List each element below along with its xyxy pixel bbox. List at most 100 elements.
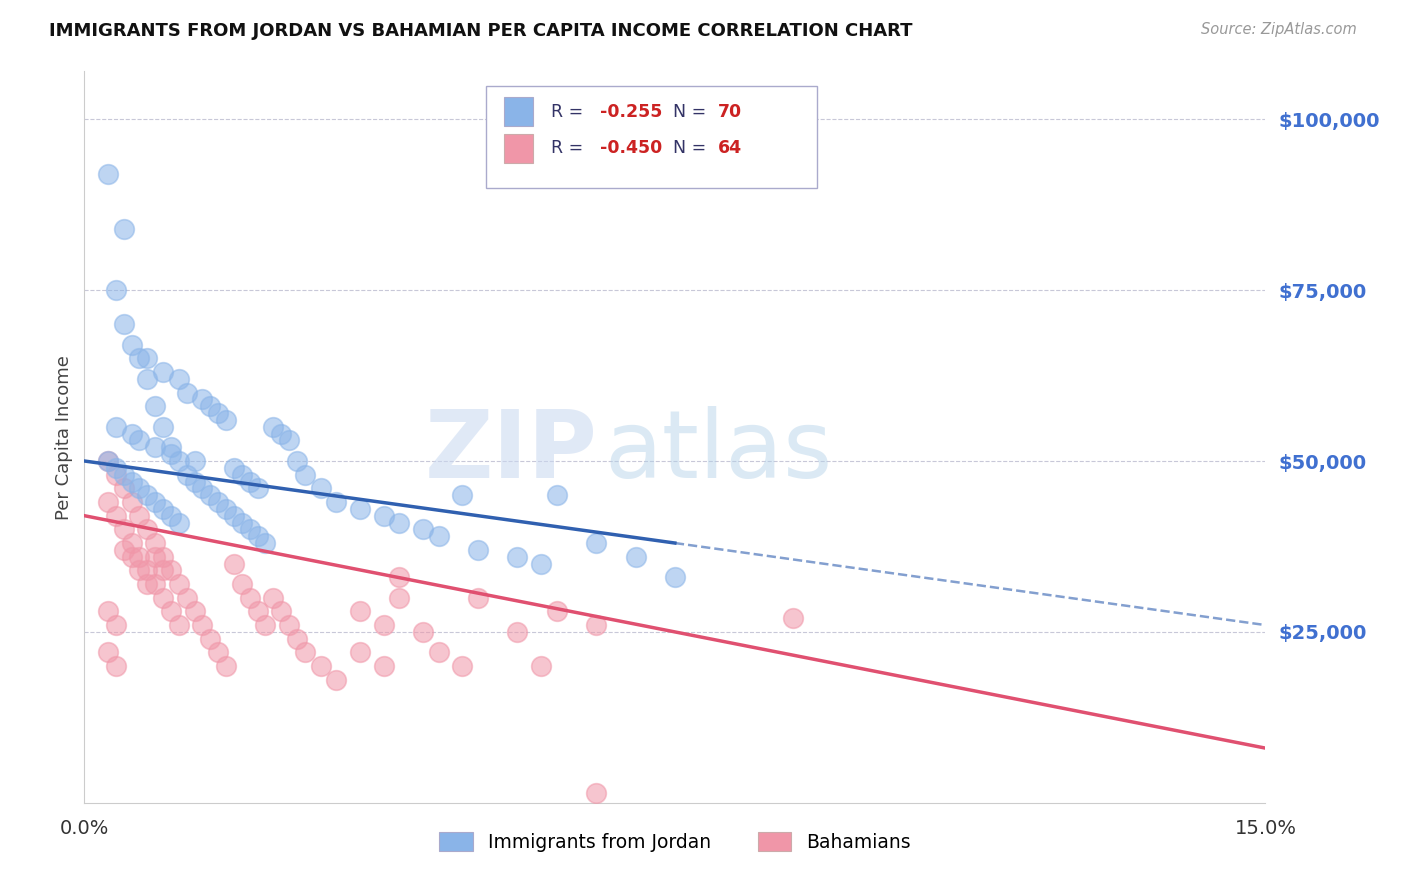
- Point: [246, 529, 269, 543]
- Point: [207, 645, 229, 659]
- Point: [121, 536, 143, 550]
- Point: [285, 632, 308, 646]
- Point: [373, 659, 395, 673]
- Point: [167, 516, 190, 530]
- Point: [585, 618, 607, 632]
- Point: [246, 604, 269, 618]
- Point: [104, 460, 127, 475]
- Point: [467, 591, 489, 605]
- Point: [239, 475, 262, 489]
- Point: [231, 467, 253, 482]
- Point: [167, 618, 190, 632]
- Point: [176, 591, 198, 605]
- Point: [325, 495, 347, 509]
- Point: [200, 400, 222, 414]
- Point: [160, 563, 183, 577]
- Point: [104, 420, 127, 434]
- Point: [121, 549, 143, 564]
- Point: [506, 624, 529, 639]
- Point: [160, 440, 183, 454]
- Point: [136, 351, 159, 366]
- Point: [467, 542, 489, 557]
- Point: [97, 454, 120, 468]
- Point: [104, 467, 127, 482]
- Point: [262, 420, 284, 434]
- Point: [136, 488, 159, 502]
- Point: [546, 604, 568, 618]
- FancyBboxPatch shape: [486, 86, 817, 188]
- Point: [143, 400, 166, 414]
- Point: [128, 481, 150, 495]
- Point: [112, 221, 135, 235]
- Point: [136, 522, 159, 536]
- Point: [373, 508, 395, 523]
- Text: N =: N =: [672, 139, 711, 157]
- Point: [451, 659, 474, 673]
- Point: [121, 475, 143, 489]
- Point: [143, 440, 166, 454]
- Point: [97, 645, 120, 659]
- Point: [152, 365, 174, 379]
- Point: [412, 522, 434, 536]
- Point: [231, 577, 253, 591]
- Point: [200, 632, 222, 646]
- Point: [104, 659, 127, 673]
- Y-axis label: Per Capita Income: Per Capita Income: [55, 355, 73, 519]
- Point: [121, 426, 143, 441]
- Point: [152, 501, 174, 516]
- Point: [160, 508, 183, 523]
- Point: [136, 577, 159, 591]
- Point: [585, 536, 607, 550]
- Point: [309, 481, 332, 495]
- Text: N =: N =: [672, 103, 711, 120]
- Point: [176, 385, 198, 400]
- Point: [530, 557, 553, 571]
- Point: [285, 454, 308, 468]
- Point: [222, 557, 245, 571]
- Text: R =: R =: [551, 103, 589, 120]
- Point: [215, 413, 238, 427]
- Point: [97, 495, 120, 509]
- Text: -0.255: -0.255: [600, 103, 662, 120]
- Point: [104, 618, 127, 632]
- Point: [239, 591, 262, 605]
- Text: ZIP: ZIP: [425, 406, 598, 498]
- Point: [112, 481, 135, 495]
- Point: [624, 549, 647, 564]
- Point: [388, 591, 411, 605]
- Point: [222, 508, 245, 523]
- Text: R =: R =: [551, 139, 589, 157]
- Point: [215, 659, 238, 673]
- Point: [136, 372, 159, 386]
- Point: [167, 372, 190, 386]
- Point: [143, 577, 166, 591]
- Point: [97, 604, 120, 618]
- Point: [451, 488, 474, 502]
- Text: atlas: atlas: [605, 406, 832, 498]
- Point: [262, 591, 284, 605]
- Legend: Immigrants from Jordan, Bahamians: Immigrants from Jordan, Bahamians: [432, 824, 918, 859]
- Text: 64: 64: [717, 139, 741, 157]
- Point: [112, 467, 135, 482]
- Point: [143, 549, 166, 564]
- Point: [128, 563, 150, 577]
- Point: [167, 454, 190, 468]
- Point: [152, 591, 174, 605]
- Point: [136, 563, 159, 577]
- Point: [97, 167, 120, 181]
- Point: [427, 529, 450, 543]
- Point: [152, 420, 174, 434]
- Point: [427, 645, 450, 659]
- Text: 70: 70: [717, 103, 741, 120]
- Point: [782, 611, 804, 625]
- Point: [278, 618, 301, 632]
- Point: [349, 645, 371, 659]
- Text: Source: ZipAtlas.com: Source: ZipAtlas.com: [1201, 22, 1357, 37]
- Point: [152, 563, 174, 577]
- Point: [128, 351, 150, 366]
- Point: [207, 495, 229, 509]
- Point: [349, 604, 371, 618]
- Point: [254, 618, 277, 632]
- Point: [112, 542, 135, 557]
- FancyBboxPatch shape: [503, 97, 533, 127]
